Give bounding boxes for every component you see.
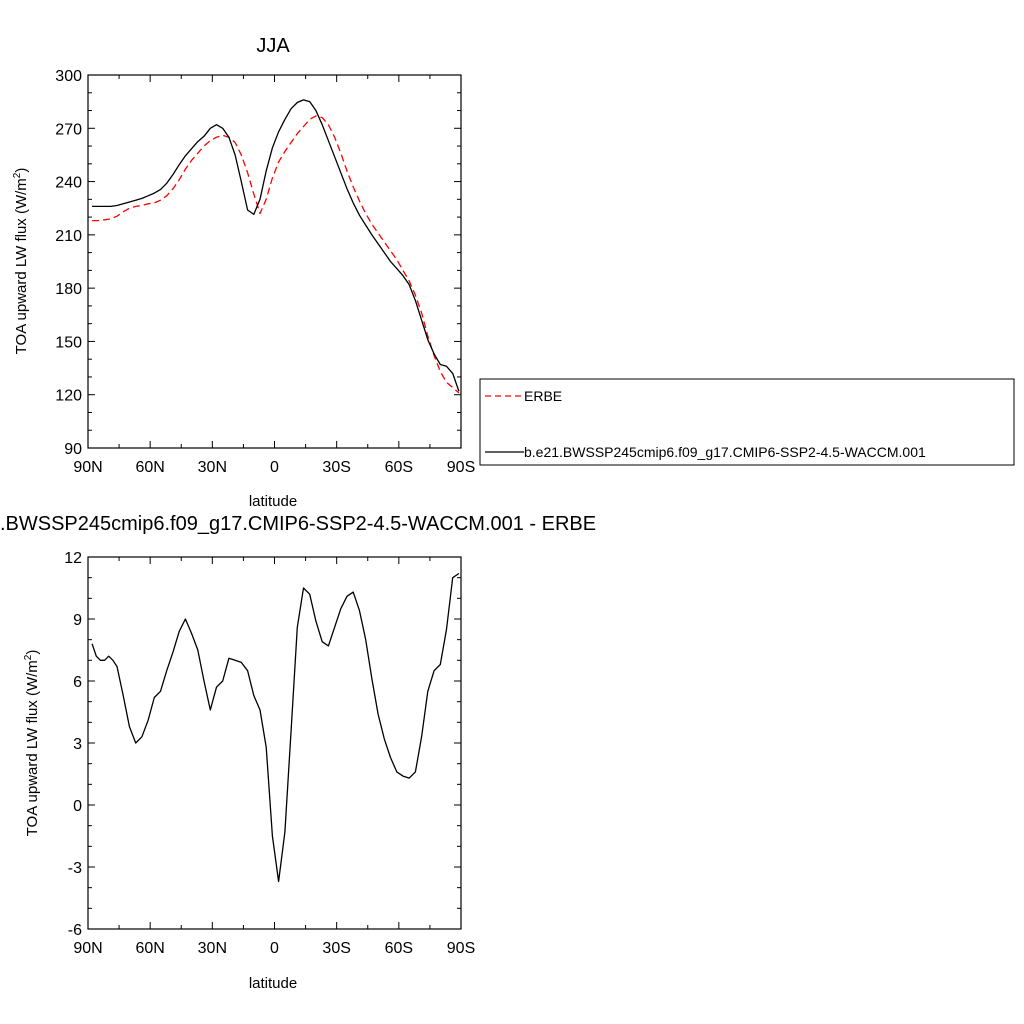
legend-label-erbe: ERBE <box>524 388 562 404</box>
legend-box <box>479 378 1015 466</box>
top-chart-title: JJA <box>256 35 290 57</box>
y-tick-label: 12 <box>64 550 82 567</box>
y-tick-label: 180 <box>55 281 82 298</box>
y-tick-label: 300 <box>55 68 82 85</box>
x-tick-label: 90N <box>73 940 102 957</box>
x-tick-label: 30S <box>322 459 350 476</box>
x-tick-label: 60S <box>385 459 413 476</box>
y-tick-label: 120 <box>55 388 82 405</box>
y-tick-label: 90 <box>64 441 82 458</box>
top-plot-area: 90N 60N 30N 0 30S 60S 90S 90 120 150 180 210 240 270 3… <box>55 68 475 476</box>
top-panel: JJA 90N 60N 30N 0 30S 60S 90S 90 120 150 180 210 240… <box>12 35 475 510</box>
y-tick-label: -6 <box>68 922 82 939</box>
svg-text:TOA upward LW flux (W/m2): TOA upward LW flux (W/m2) <box>12 168 30 355</box>
x-tick-label: 30N <box>198 940 227 957</box>
x-tick-label: 60N <box>135 940 164 957</box>
top-x-axis-label: latitude <box>249 493 297 510</box>
svg-text:TOA upward LW flux (W/m2): TOA upward LW flux (W/m2) <box>23 650 41 837</box>
y-tick-label: 270 <box>55 121 82 138</box>
x-tick-label: 90N <box>73 459 102 476</box>
x-tick-label: 90S <box>447 940 475 957</box>
plot-frame <box>87 74 462 449</box>
x-tick-label: 0 <box>270 940 279 957</box>
y-tick-label: 3 <box>73 736 82 753</box>
y-tick-label: 240 <box>55 175 82 192</box>
bottom-y-axis-label: TOA upward LW flux (W/m2) <box>23 650 41 837</box>
x-tick-label: 60S <box>385 940 413 957</box>
series-line-model <box>92 99 460 392</box>
series-line-erbe <box>92 115 460 394</box>
plot-frame <box>87 556 462 930</box>
bottom-chart-title: b.e21.BWSSP245cmip6.f09_g17.CMIP6-SSP2-4… <box>0 513 596 535</box>
x-tick-label: 30S <box>322 940 350 957</box>
legend-label-model: b.e21.BWSSP245cmip6.f09_g17.CMIP6-SSP2-4… <box>524 444 926 460</box>
y-tick-label: 0 <box>73 798 82 815</box>
bottom-x-axis-label: latitude <box>249 975 297 992</box>
y-tick-label: -3 <box>68 860 82 877</box>
series-line-difference <box>91 572 460 883</box>
x-tick-label: 60N <box>135 459 164 476</box>
legend: ERBE b.e21.BWSSP245cmip6.f09_g17.CMIP6-S… <box>479 378 1015 466</box>
y-tick-label: 210 <box>55 228 82 245</box>
x-tick-label: 0 <box>270 459 279 476</box>
bottom-panel: b.e21.BWSSP245cmip6.f09_g17.CMIP6-SSP2-4… <box>0 513 596 992</box>
bottom-plot-area: 90N 60N 30N 0 30S 60S 90S -6 -3 0 3 6 9 12 <box>64 550 475 957</box>
y-tick-label: 9 <box>73 612 82 629</box>
x-tick-label: 90S <box>447 459 475 476</box>
x-tick-label: 30N <box>198 459 227 476</box>
y-tick-label: 150 <box>55 334 82 351</box>
top-y-axis-label: TOA upward LW flux (W/m2) <box>12 168 30 355</box>
y-tick-label: 6 <box>73 674 82 691</box>
